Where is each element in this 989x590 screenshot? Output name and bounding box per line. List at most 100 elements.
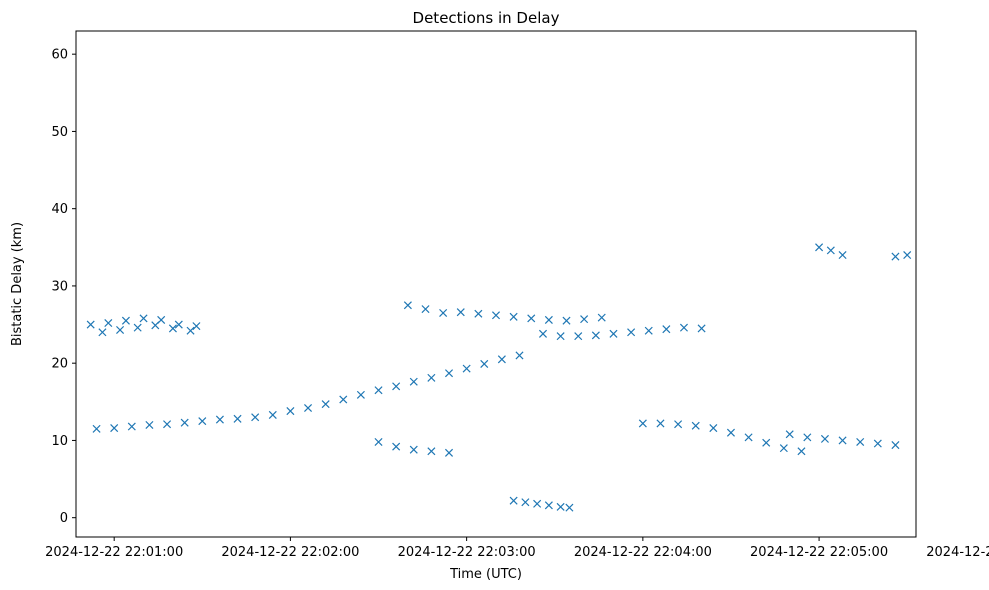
x-tick-label: 2024-12-22 22:05:00 (750, 545, 888, 560)
x-axis-label: Time (UTC) (449, 567, 522, 582)
data-point-marker (497, 355, 506, 364)
data-point-marker (856, 437, 865, 447)
x-tick-label: 2024-12-22 22:04:00 (574, 545, 712, 560)
data-point-marker (591, 331, 600, 340)
data-point-marker (838, 251, 847, 260)
data-point-marker (515, 351, 524, 360)
data-point-marker (444, 448, 454, 457)
data-point-marker (480, 359, 489, 368)
y-tick-label: 40 (51, 202, 68, 217)
data-point-marker (392, 442, 401, 451)
x-tick-label: 2024-12-22 22:03:00 (398, 545, 536, 560)
data-point-marker (803, 433, 812, 442)
data-point-marker (820, 434, 829, 443)
data-point-marker (392, 382, 401, 391)
data-point-marker (251, 413, 260, 422)
data-point-marker (533, 499, 542, 508)
data-point-marker (527, 314, 536, 323)
data-point-marker (609, 329, 618, 338)
data-point-marker (186, 326, 195, 335)
data-point-marker (439, 308, 448, 317)
data-point-marker (92, 424, 101, 433)
data-point-marker (509, 312, 518, 321)
data-point-marker (538, 329, 548, 338)
data-point-marker (838, 436, 847, 445)
data-point-marker (168, 324, 177, 333)
y-tick-label: 0 (60, 511, 68, 526)
data-point-marker (491, 311, 501, 320)
data-point-marker (580, 315, 589, 324)
data-point-marker (145, 420, 154, 430)
data-point-marker (544, 315, 553, 324)
data-point-marker (779, 444, 788, 453)
data-point-marker (744, 433, 753, 442)
y-tick-label: 60 (51, 48, 68, 63)
data-point-marker (565, 503, 574, 512)
data-point-marker (627, 328, 636, 337)
data-point-marker (873, 439, 882, 448)
data-point-marker (233, 414, 242, 423)
y-tick-label: 30 (51, 279, 68, 294)
data-point-marker (163, 420, 172, 429)
data-point-marker (762, 438, 771, 447)
data-point-marker (903, 251, 912, 260)
data-point-marker (421, 305, 430, 314)
markers-layer (86, 243, 912, 512)
data-point-marker (574, 332, 583, 341)
data-point-marker (427, 373, 436, 382)
data-point-marker (409, 377, 418, 386)
data-point-marker (815, 243, 824, 252)
data-point-marker (151, 321, 160, 330)
data-point-marker (597, 313, 606, 322)
data-point-marker (691, 421, 700, 430)
x-tick-label: 2024-12-22 22:01:00 (45, 545, 183, 560)
data-point-marker (304, 403, 313, 413)
data-point-marker (427, 447, 436, 456)
data-point-marker (474, 309, 483, 318)
data-point-marker (374, 386, 383, 395)
data-point-marker (556, 502, 565, 511)
data-point-marker (98, 328, 107, 337)
data-point-marker (891, 252, 900, 261)
data-point-marker (891, 441, 900, 450)
data-point-marker (356, 390, 365, 399)
data-point-marker (797, 447, 806, 456)
data-point-marker (656, 419, 665, 428)
data-point-marker (785, 430, 794, 439)
data-point-marker (709, 424, 718, 433)
data-point-marker (697, 324, 706, 333)
data-point-marker (644, 326, 653, 335)
y-tick-label: 20 (51, 357, 68, 372)
data-point-marker (286, 407, 295, 416)
data-point-marker (544, 501, 553, 510)
y-axis-label: Bistatic Delay (km) (10, 222, 25, 346)
data-point-marker (403, 301, 412, 310)
data-point-marker (198, 417, 207, 426)
y-tick-label: 50 (51, 125, 68, 140)
y-tick-label: 10 (51, 434, 68, 449)
data-point-marker (215, 415, 224, 424)
data-point-marker (521, 498, 530, 507)
y-axis-ticks: 0 10 20 30 40 50 60 (51, 48, 76, 526)
data-point-marker (679, 323, 688, 332)
data-point-marker (104, 318, 113, 328)
data-point-marker (562, 316, 571, 325)
data-point-marker (444, 369, 454, 378)
data-point-marker (726, 428, 735, 437)
data-point-marker (174, 320, 183, 329)
data-point-marker (509, 496, 518, 505)
data-point-marker (339, 395, 348, 404)
data-point-marker (662, 325, 671, 334)
data-point-marker (638, 419, 647, 428)
chart-title: Detections in Delay (413, 9, 560, 27)
data-point-marker (456, 308, 465, 317)
data-point-marker (674, 420, 683, 429)
data-point-marker (110, 424, 119, 433)
data-point-marker (321, 400, 330, 409)
data-point-marker (374, 437, 383, 447)
x-tick-label: 2024-12-22 22:02:00 (221, 545, 359, 560)
data-point-marker (826, 246, 835, 255)
data-point-marker (139, 314, 148, 323)
plot-frame (75, 30, 917, 538)
